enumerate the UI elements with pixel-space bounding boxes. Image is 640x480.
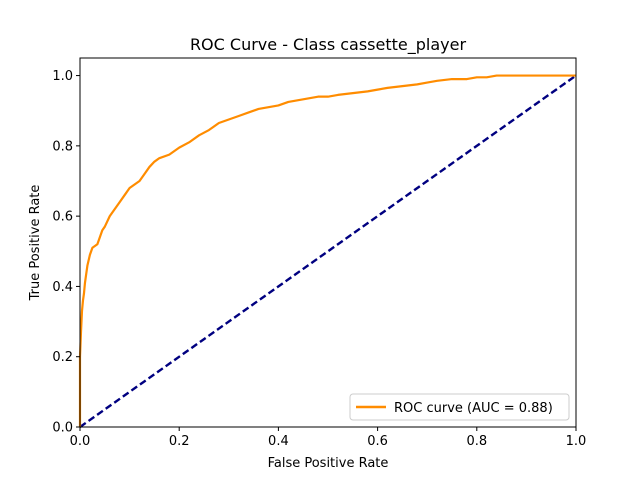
y-axis-label: True Positive Rate xyxy=(28,185,43,302)
x-tick-label: 0.0 xyxy=(70,434,91,449)
y-tick-label: 0.2 xyxy=(52,350,73,365)
y-tick-label: 1.0 xyxy=(52,69,73,84)
y-axis-ticks: 0.0 0.2 0.4 0.6 0.8 1.0 xyxy=(52,69,80,436)
y-tick-label: 0.0 xyxy=(52,421,73,436)
plot-background xyxy=(80,58,576,427)
y-tick-label: 0.6 xyxy=(52,210,73,225)
chance-diagonal-line xyxy=(79,74,577,428)
x-tick-label: 0.8 xyxy=(466,434,487,449)
roc-curve-line xyxy=(78,74,576,427)
x-tick-label: 0.2 xyxy=(169,434,190,449)
legend-box xyxy=(349,393,570,421)
y-tick-label: 0.4 xyxy=(52,280,73,295)
plot-area xyxy=(78,57,577,428)
plot-frame xyxy=(79,57,577,428)
chart-title: ROC Curve - Class cassette_player xyxy=(190,35,467,55)
x-axis-label: False Positive Rate xyxy=(268,456,389,471)
x-axis-ticks: 0.0 0.2 0.4 0.6 0.8 1.0 xyxy=(70,427,587,449)
series-layer xyxy=(78,74,577,428)
legend: ROC curve (AUC = 0.88) xyxy=(349,393,570,421)
x-tick-label: 1.0 xyxy=(566,434,587,449)
x-tick-label: 0.6 xyxy=(367,434,388,449)
x-tick-label: 0.4 xyxy=(268,434,289,449)
y-tick-label: 0.8 xyxy=(52,139,73,154)
legend-roc-label: ROC curve (AUC = 0.88) xyxy=(394,401,553,416)
